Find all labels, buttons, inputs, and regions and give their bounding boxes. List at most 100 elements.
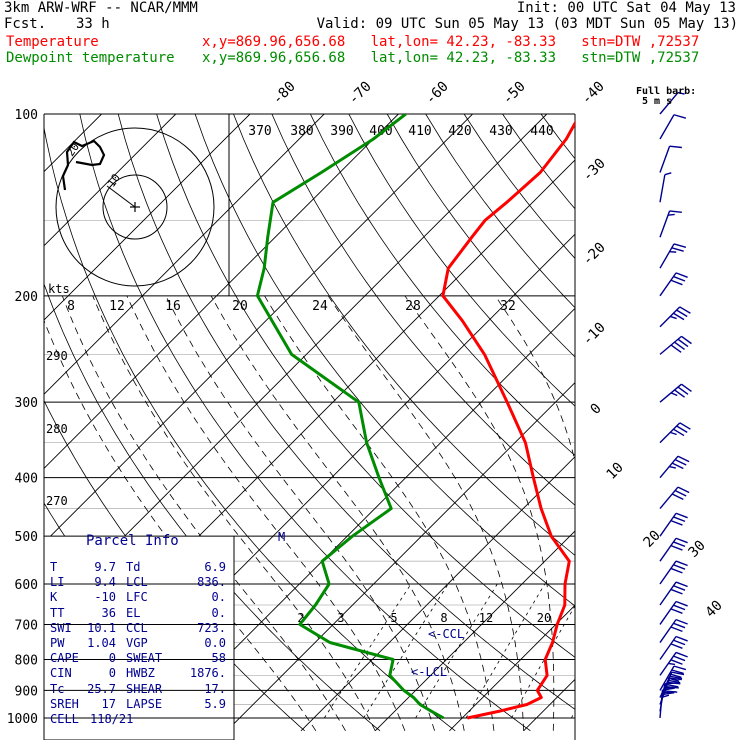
wind-barb-flag <box>675 560 688 567</box>
parcel-value: 723. <box>197 620 226 635</box>
wind-barb-flag <box>673 604 686 611</box>
isotherm <box>449 604 575 732</box>
parcel-label: SWI <box>50 620 72 635</box>
wind-barb-flag <box>670 659 683 665</box>
wind-barb-flag <box>675 635 688 642</box>
theta-label: 420 <box>448 124 471 139</box>
isotherm-label: 10 <box>604 460 627 483</box>
isotherm-label: 40 <box>703 598 726 621</box>
wind-barb-flag <box>681 335 692 345</box>
theta-label: 380 <box>290 124 313 139</box>
wind-barb-flag <box>669 675 683 680</box>
wind-barb-staff <box>659 671 673 698</box>
pressure-tick-label: 500 <box>15 530 38 545</box>
isotherm <box>300 456 575 732</box>
barb-key-title: Full barb: <box>636 86 696 97</box>
wind-barb-flag <box>674 341 685 350</box>
isotherm <box>44 114 473 544</box>
hodo-units-label: kts <box>48 282 70 296</box>
wind-barb-staff <box>659 335 682 355</box>
moist-adiabat <box>92 295 376 731</box>
wind-barb <box>659 383 692 403</box>
dry-adiabat <box>540 114 575 160</box>
pressure-tick-label: 100 <box>15 108 38 123</box>
wind-barb-flag <box>669 673 682 678</box>
moist-adiabat <box>593 296 634 731</box>
valid-time: Valid: 09 UTC Sun 05 May 13 (03 MDT Sun … <box>316 16 738 32</box>
wind-barb <box>659 486 690 509</box>
wind-barb-flag <box>674 389 685 398</box>
isotherm <box>0 114 27 731</box>
wind-barb-staff <box>659 145 671 173</box>
wind-barb-flag <box>677 386 689 395</box>
wind-barb-flag <box>673 564 686 570</box>
wind-barb-flag <box>677 91 685 95</box>
wind-barb-flag <box>667 679 681 684</box>
parcel-value: 25.7 <box>87 681 116 696</box>
parcel-label: CAPE <box>50 651 79 666</box>
parcel-label: CIN <box>50 666 72 681</box>
dry-adiabat <box>310 114 575 457</box>
theta-label: 390 <box>330 124 353 139</box>
wind-barb-flag <box>671 247 684 252</box>
dry-adiabat <box>348 114 575 407</box>
dry-adiabat <box>233 114 575 556</box>
wind-barb-flag <box>670 643 683 649</box>
wind-barb-flag <box>679 306 691 314</box>
mixing-ratio-label: 8 <box>440 611 447 625</box>
wind-barb-staff <box>659 92 679 115</box>
parcel-value: 58 <box>211 651 226 666</box>
wind-barb <box>659 172 672 203</box>
isotherm <box>598 114 740 731</box>
isotherm-label: -10 <box>580 320 609 349</box>
parcel-value: 0. <box>211 590 226 605</box>
hodo-ring-label: 10 <box>105 171 123 189</box>
wind-barb-flag <box>662 694 670 698</box>
theta-e-label: 32 <box>500 299 516 314</box>
wind-barb-staff <box>659 581 677 606</box>
wind-barb <box>659 91 685 115</box>
dewpoint-legend: Dewpoint temperature <box>6 50 175 66</box>
parcel-value: 1.04 <box>87 635 116 650</box>
wind-barb-staff <box>659 619 677 643</box>
parcel-value: 0 <box>108 651 116 666</box>
wind-barb <box>659 671 685 698</box>
theta-label: 410 <box>408 124 431 139</box>
hodo-ring <box>55 127 215 287</box>
isotherm <box>44 114 548 618</box>
wind-barb <box>659 635 688 660</box>
theta-e-label: 16 <box>165 299 181 314</box>
wind-barb <box>659 455 690 479</box>
init-time: Init: 00 UTC Sat 04 May 13 <box>516 0 736 16</box>
wind-barb-flag <box>664 690 678 693</box>
wind-barb-flag <box>670 344 682 353</box>
wind-barb-flag <box>675 537 688 544</box>
wind-barb-flag <box>673 114 687 119</box>
wind-barb-flag <box>670 626 683 633</box>
parcel-row: SWI 10.1 CCL 723. <box>48 621 238 636</box>
wind-barb-staff <box>659 272 677 297</box>
pressure-tick-label: 1000 <box>7 712 38 727</box>
moist-adiabat <box>61 295 346 731</box>
parcel-label: LAPSE <box>126 696 163 711</box>
parcel-row: Tc 25.7 SHEAR 17. <box>48 682 238 697</box>
wind-barb-staff <box>659 114 675 140</box>
theta-e-label: 12 <box>109 299 125 314</box>
parcel-row: LI 9.4 LCL 836. <box>48 575 238 590</box>
parcel-info-title: Parcel Info <box>86 533 179 549</box>
pressure-tick-label: 600 <box>15 578 38 593</box>
parcel-row: CELL 118/21 <box>48 712 238 727</box>
wind-barb-flag <box>674 459 687 466</box>
model-title: 3km ARW-WRF -- NCAR/MMM <box>4 0 198 16</box>
wind-barb-flag <box>668 662 676 666</box>
parcel-label: Td <box>126 560 141 574</box>
theta-left-label: 290 <box>46 349 68 363</box>
pressure-tick-label: 200 <box>15 290 38 305</box>
wind-barb-flag <box>669 465 677 469</box>
wind-barb-staff <box>659 486 679 509</box>
wind-barb-staff <box>659 455 679 479</box>
parcel-value: 17 <box>101 696 116 711</box>
wind-barb-flag <box>670 567 683 574</box>
